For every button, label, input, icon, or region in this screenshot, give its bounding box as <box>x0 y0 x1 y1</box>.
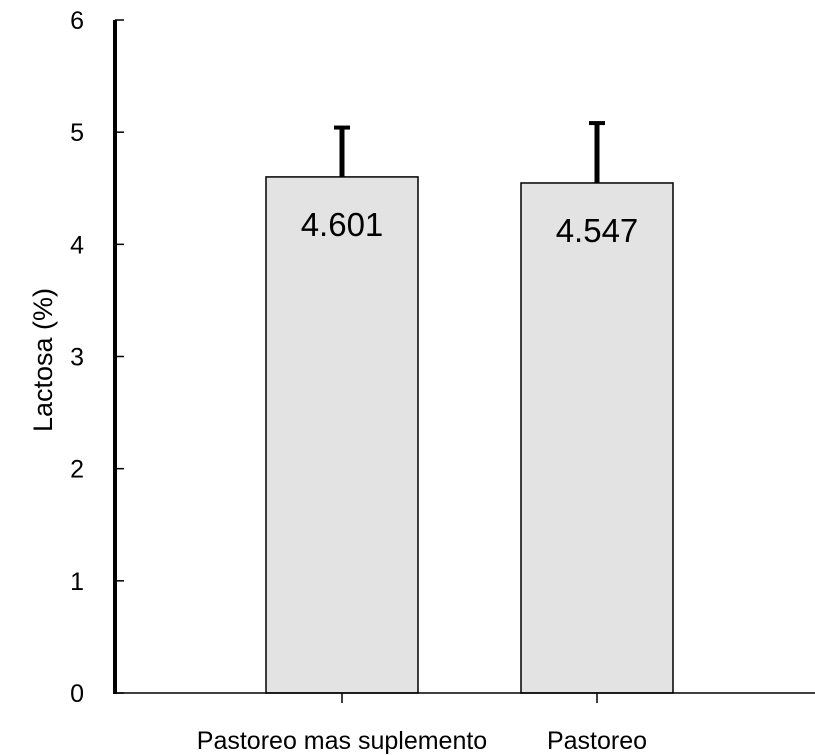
bar <box>265 176 419 694</box>
y-tick-label: 4 <box>70 231 84 259</box>
y-tick-label: 1 <box>70 568 84 596</box>
y-tick-label: 0 <box>70 680 84 708</box>
x-tick-label: Pastoreo <box>547 727 647 755</box>
plot-area: 4.601 4.547 0 1 2 3 4 5 6 Pastoreo mas suplemento… <box>70 7 815 755</box>
y-tick-label: 2 <box>70 456 84 484</box>
data-label: 4.601 <box>301 206 384 243</box>
y-tick-label: 6 <box>70 7 84 35</box>
x-tick-label: Pastoreo mas suplemento <box>197 727 487 755</box>
y-tick-label: 5 <box>70 119 84 147</box>
y-tick-label: 3 <box>70 344 84 372</box>
data-label: 4.547 <box>556 212 639 249</box>
y-axis-title: Lactosa (%) <box>28 288 58 432</box>
bar <box>520 182 674 694</box>
